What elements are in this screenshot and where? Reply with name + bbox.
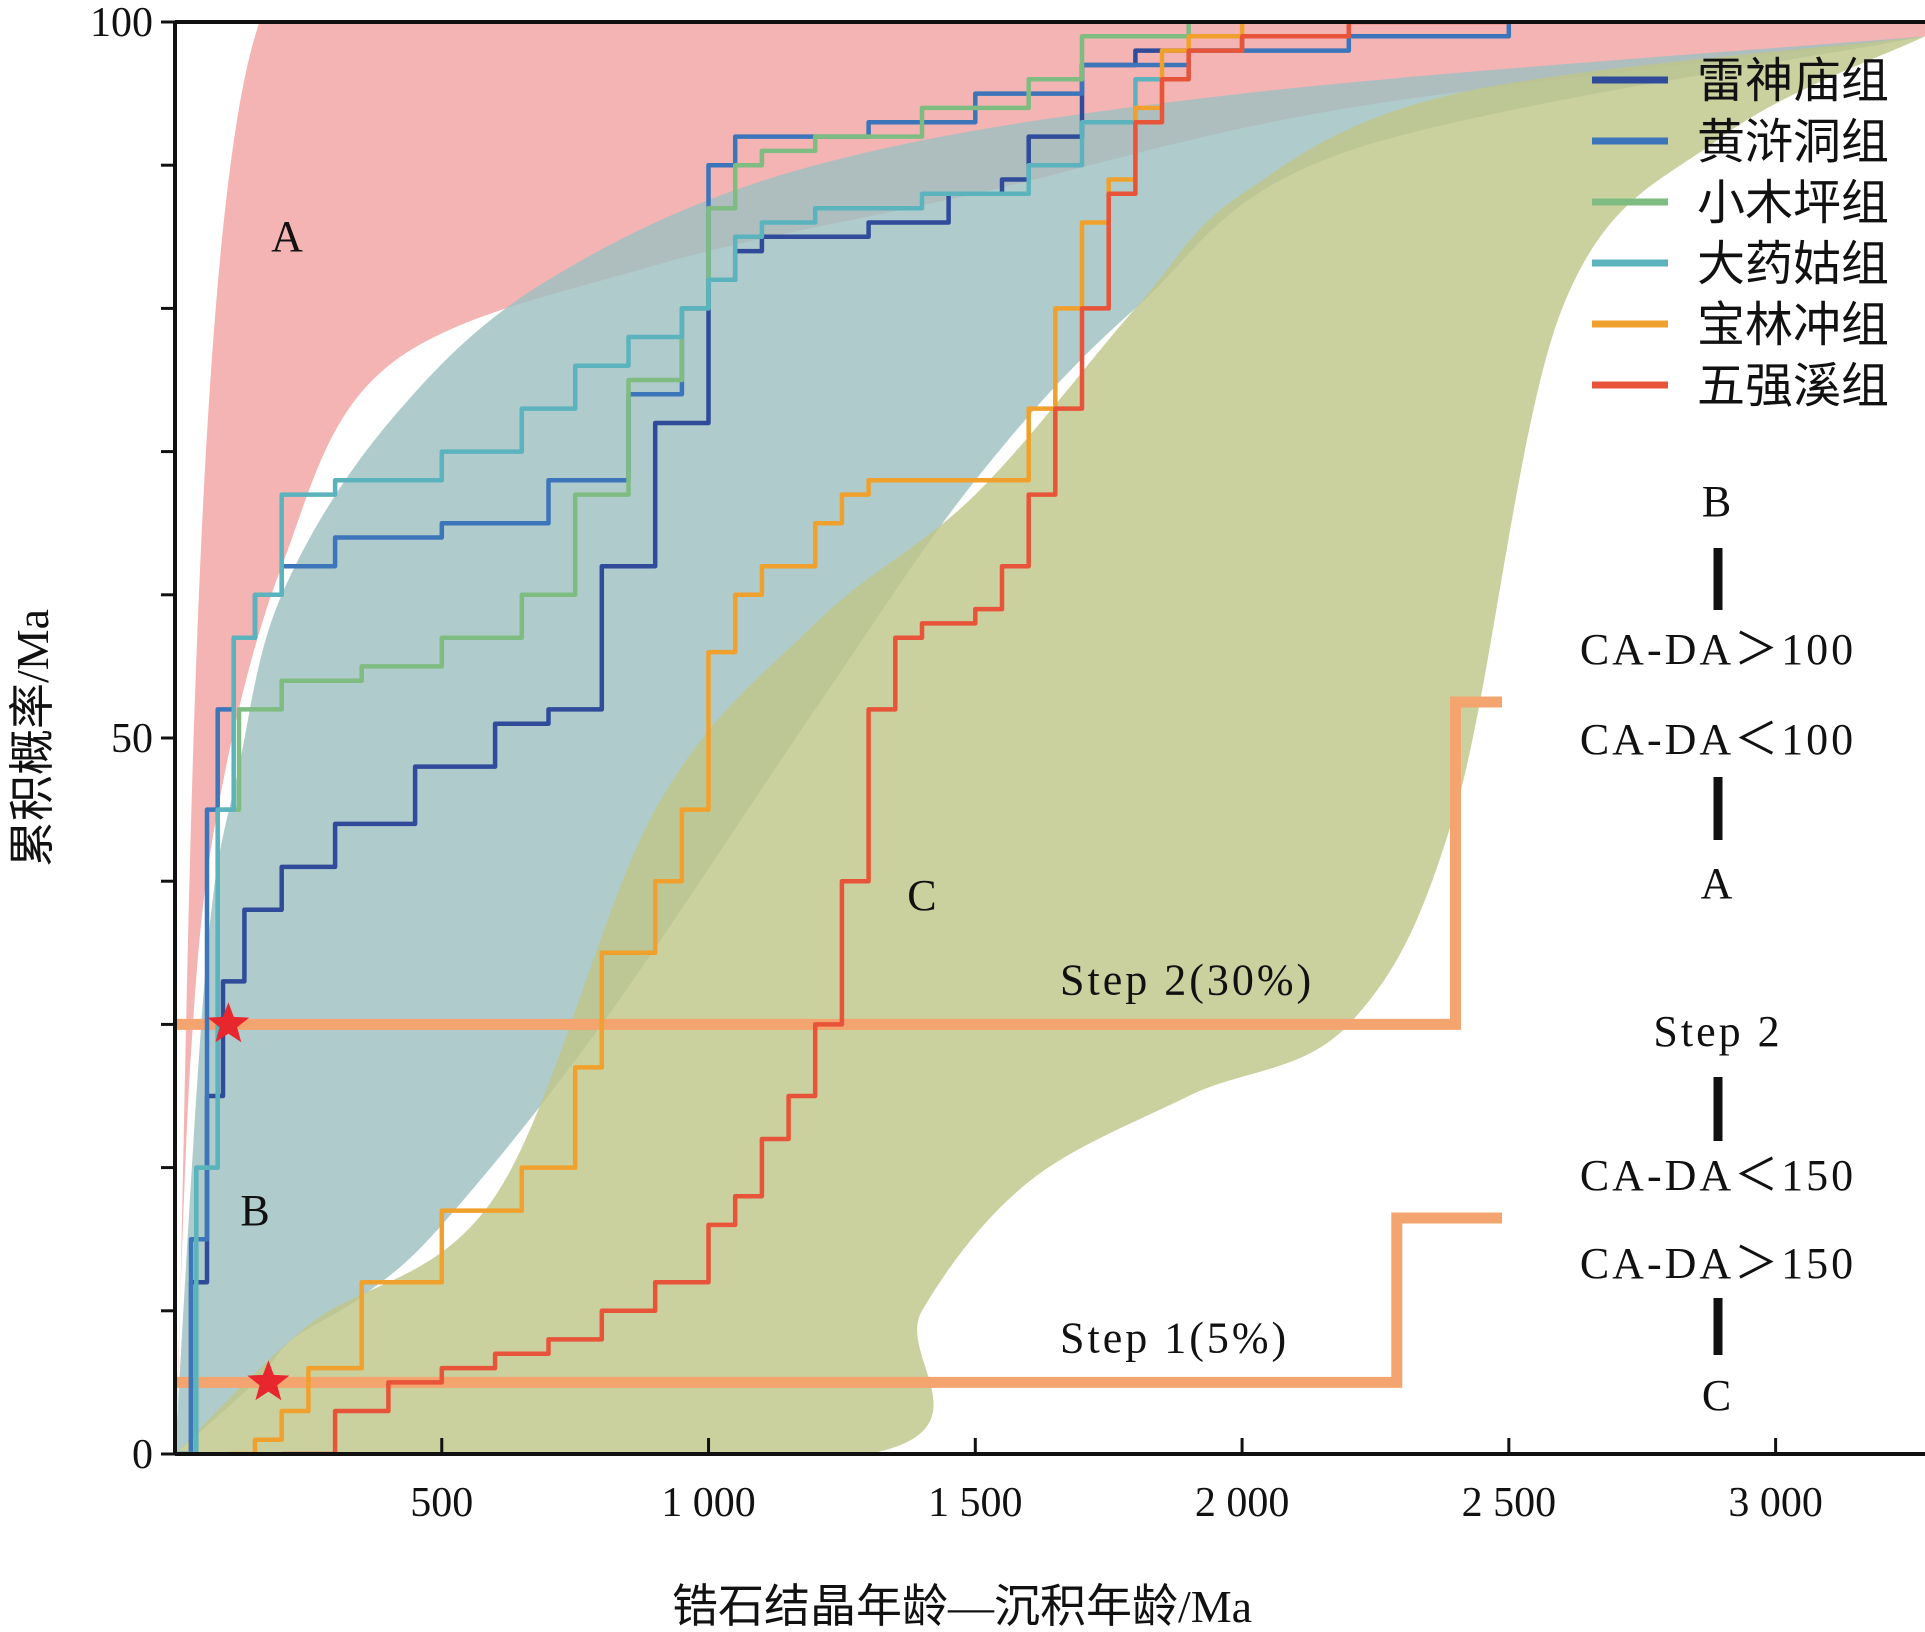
region-label-B: B (240, 1186, 269, 1235)
region-label-C: C (907, 871, 936, 920)
x-tick-label: 1 500 (928, 1480, 1023, 1526)
star-markers (207, 1002, 290, 1401)
legend-label-4: 大药姑组 (1697, 238, 1889, 291)
x-tick-label: 1 000 (661, 1480, 756, 1526)
note-rule-3: CA-DA＜150 (1580, 1151, 1856, 1200)
step-label-2: Step 1(5%) (1060, 1313, 1289, 1362)
cumulative-curves (175, 22, 1512, 1454)
series-line-4 (175, 22, 1352, 1454)
x-tick-label: 500 (410, 1480, 473, 1526)
x-axis-title: 锆石结晶年龄—沉积年龄/Ma (672, 1581, 1252, 1632)
step-label-1: Step 2(30%) (1060, 955, 1314, 1004)
axes: 500 1 000 1 500 2 000 2 500 3 000 0 50 100 (90, 0, 1925, 1526)
region-label-A: A (271, 212, 303, 261)
star-step2 (207, 1002, 250, 1043)
x-tick-label: 2 000 (1195, 1480, 1290, 1526)
y-tick-label: 100 (90, 0, 153, 46)
step-line-2 (175, 1212, 1502, 1388)
series-line-1 (175, 34, 1403, 1454)
note-rule-4: CA-DA＞150 (1580, 1239, 1856, 1288)
field-A (175, 22, 1925, 1454)
legend-label-1: 雷神庙组 (1697, 55, 1889, 108)
y-tick-label: 0 (132, 1432, 153, 1478)
region-labels: A B C (240, 212, 936, 1235)
x-tick-label: 2 500 (1462, 1480, 1557, 1526)
series-line-6 (281, 22, 1509, 1454)
provenance-fields (175, 22, 1925, 1454)
x-tick-label: 3 000 (1728, 1480, 1823, 1526)
note-top-B: B (1702, 477, 1734, 526)
legend-label-3: 小木坪组 (1697, 177, 1889, 230)
field-C (175, 36, 1925, 1454)
legend-label-6: 五强溪组 (1697, 360, 1889, 413)
legend-label-5: 宝林冲组 (1697, 299, 1889, 352)
series-line-3 (175, 22, 1191, 1454)
star-step1 (247, 1360, 290, 1401)
note-C: C (1702, 1371, 1734, 1420)
field-B (175, 36, 1925, 1454)
note-step2: Step 2 (1653, 1007, 1782, 1056)
note-rule-1: CA-DA＞100 (1580, 625, 1856, 674)
y-axis-title: 累积概率/Ma (7, 609, 58, 867)
y-tick-label: 50 (111, 716, 153, 762)
legend-label-2: 黄浒洞组 (1697, 116, 1889, 169)
note-rule-2: CA-DA＜100 (1580, 715, 1856, 764)
note-A: A (1701, 859, 1736, 908)
classification-notes: B CA-DA＞100 CA-DA＜100 A Step 2 CA-DA＜150 CA-DA… (1580, 477, 1856, 1420)
